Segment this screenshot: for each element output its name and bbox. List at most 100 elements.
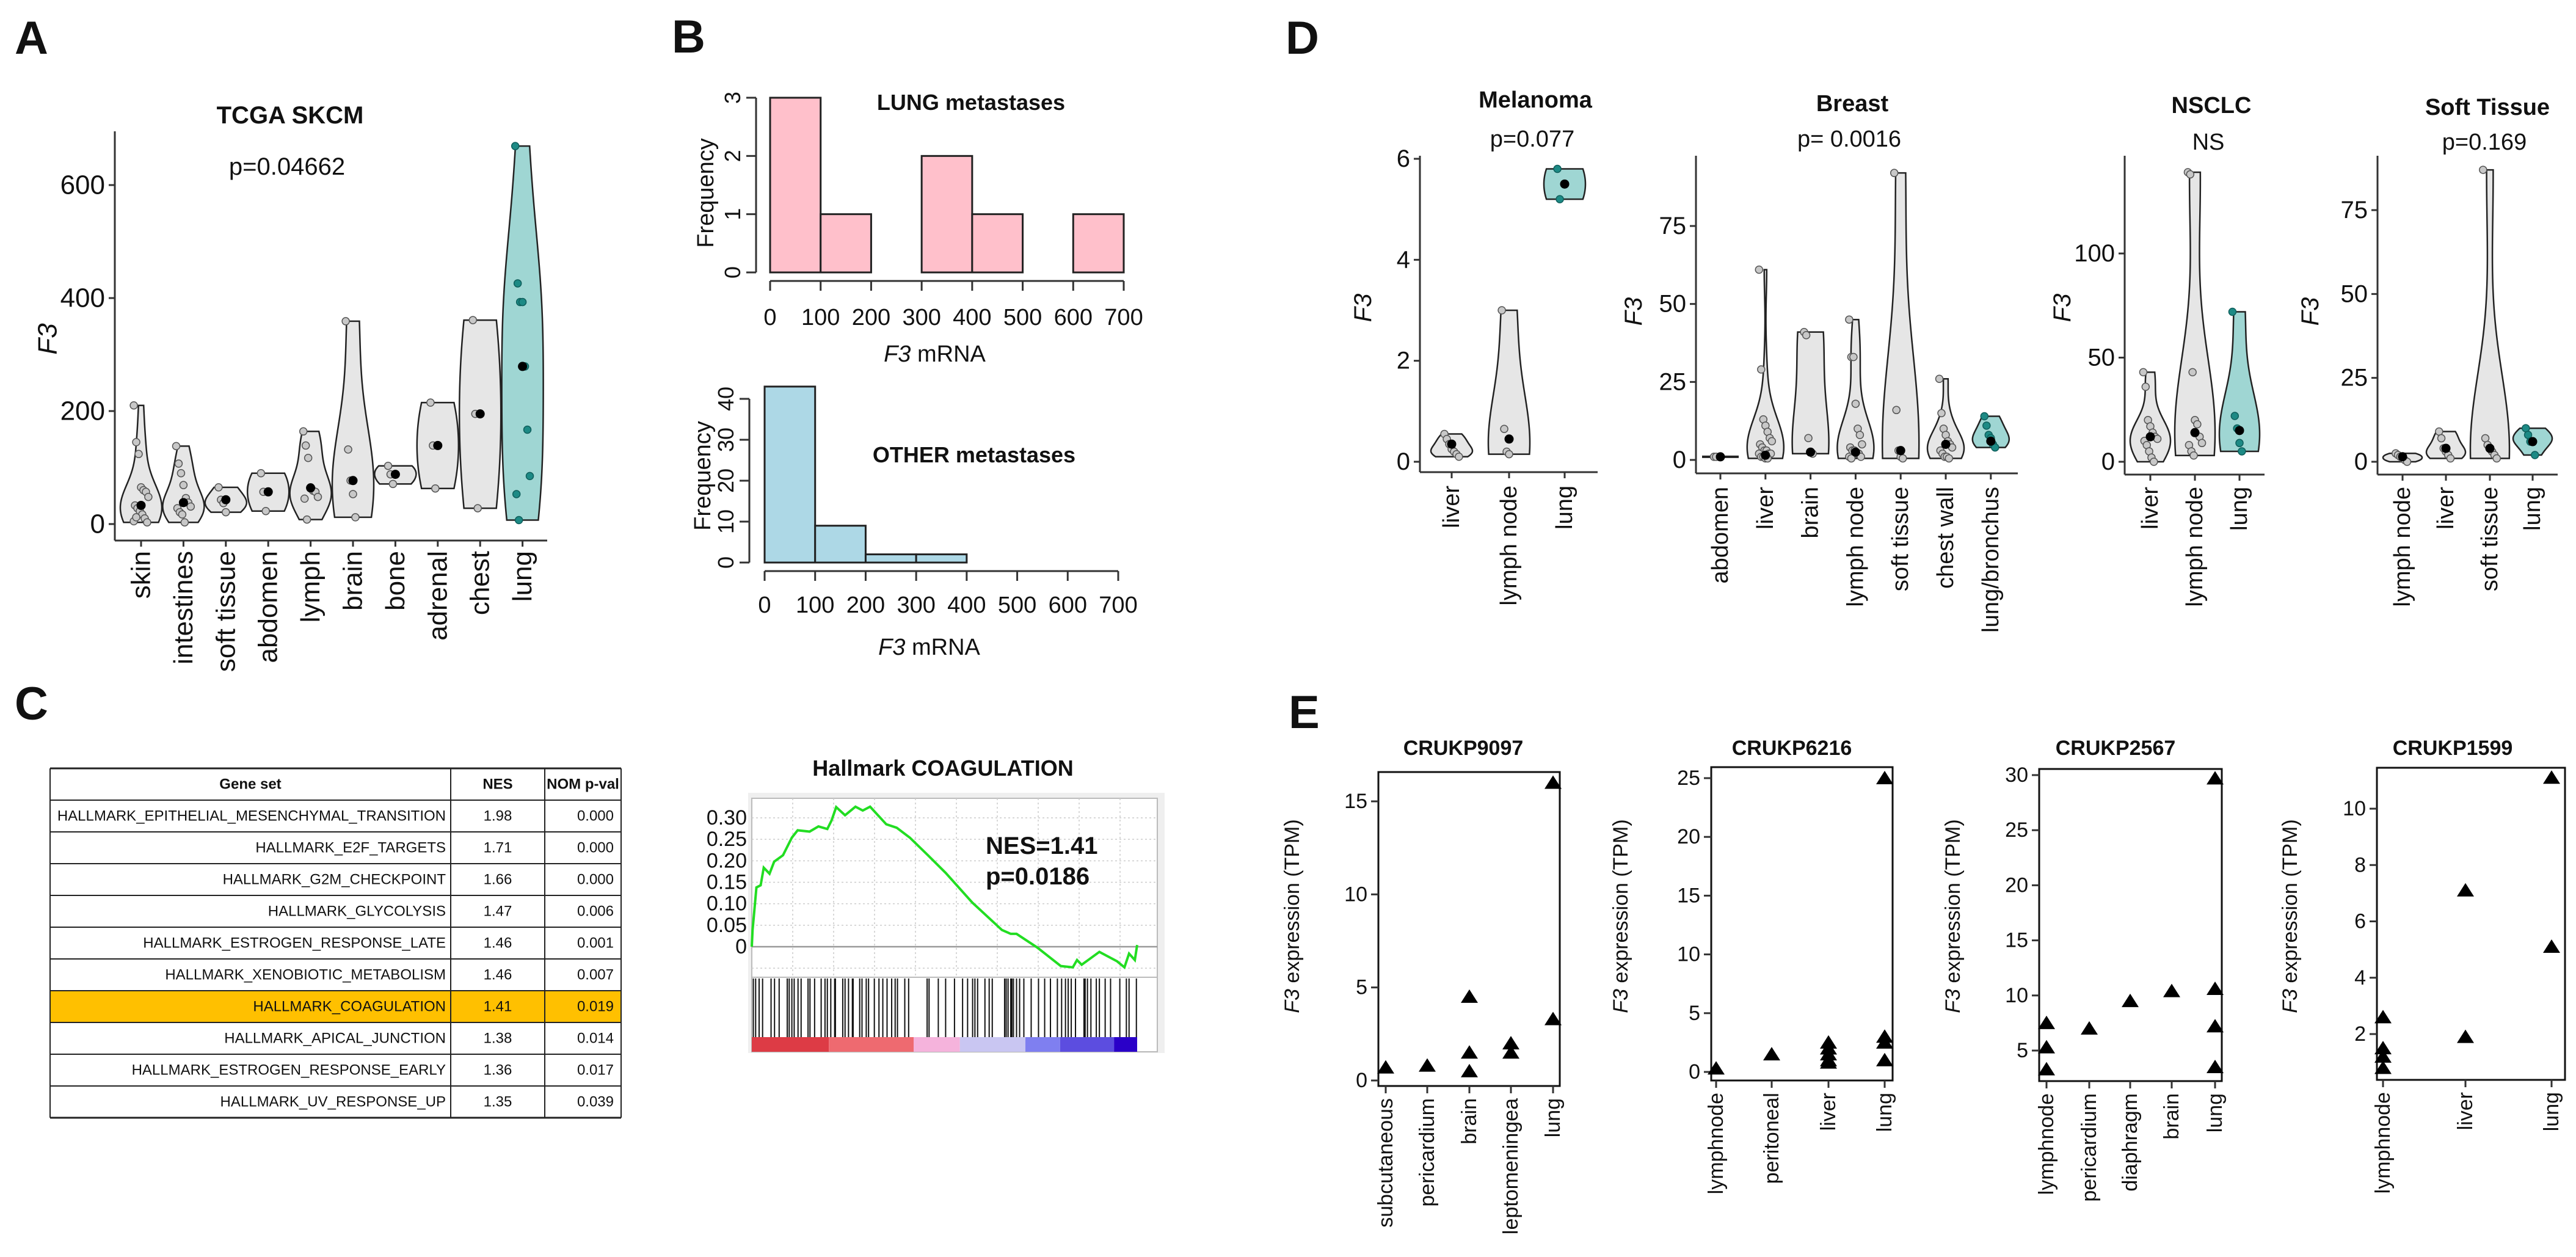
- data-point: [513, 279, 522, 288]
- data-point: [1767, 437, 1777, 446]
- triangle-data-point: [1708, 1061, 1725, 1075]
- violin-group: liver: [1746, 265, 1785, 530]
- scatter-group: leptomeningea: [1499, 1036, 1523, 1234]
- scatter-group: brain: [2160, 983, 2183, 1140]
- p-value-annotation: p=0.077: [1490, 126, 1574, 152]
- data-point: [518, 297, 527, 307]
- y-tick-label: 50: [2088, 344, 2116, 371]
- D-soft-tissue-violin-chart: 0 25 50 75 Soft Tissue p=0.169 F3 lymph node liv…: [2297, 95, 2558, 607]
- x-tick-label: lung: [2520, 487, 2545, 531]
- violin-group: lung/bronchus: [1971, 412, 2010, 633]
- data-point: [1757, 365, 1766, 374]
- x-axis-label-gene: F3: [878, 635, 905, 660]
- x-tick-label: 0: [763, 305, 776, 330]
- rank-color-segment: [1114, 1037, 1137, 1052]
- violin-group: intestines: [162, 442, 205, 665]
- x-axis-label-unit: mRNA: [905, 635, 980, 660]
- x-tick-label: liver: [1753, 487, 1778, 530]
- median-point: [2398, 452, 2407, 462]
- data-point: [2446, 454, 2455, 463]
- data-point: [1804, 434, 1813, 443]
- triangle-data-point: [2038, 1015, 2055, 1029]
- x-tick-label: 700: [1099, 592, 1137, 618]
- median-point: [1447, 439, 1457, 449]
- data-point: [1898, 454, 1907, 463]
- histogram-bar: [971, 213, 1024, 274]
- chart-title: CRUKP6216: [1732, 737, 1852, 760]
- table-row: HALLMARK_COAGULATION 1.41 0.019: [253, 999, 614, 1015]
- median-point: [2485, 443, 2495, 453]
- y-axis-label-gene: F3: [1609, 989, 1632, 1013]
- y-tick-label: 15: [2005, 929, 2028, 952]
- data-point: [2230, 412, 2239, 420]
- nes-cell: 1.36: [484, 1062, 512, 1079]
- y-tick-label: 0: [1397, 448, 1410, 475]
- x-tick-label: brain: [2160, 1093, 2183, 1140]
- y-tick-label: 10: [1677, 943, 1700, 966]
- x-tick-label: lung: [1552, 486, 1577, 530]
- median-point: [2145, 432, 2155, 442]
- violin-group: lymph node: [2174, 168, 2216, 607]
- gene-set-cell: HALLMARK_APICAL_JUNCTION: [224, 1030, 446, 1047]
- violin-group: skin: [119, 401, 163, 599]
- x-tick-label: peritoneal: [1760, 1093, 1783, 1184]
- y-tick-label: 75: [2341, 197, 2368, 224]
- violin: [1791, 331, 1830, 455]
- x-tick-label: lymphnode: [1705, 1093, 1728, 1194]
- triangle-data-point: [2207, 981, 2224, 995]
- gene-set-cell: HALLMARK_G2M_CHECKPOINT: [223, 872, 446, 888]
- data-point: [2481, 434, 2490, 443]
- pval-cell: 0.000: [577, 840, 614, 856]
- triangle-data-point: [1545, 1011, 1562, 1026]
- x-tick-label: lung/bronchus: [1978, 487, 2004, 633]
- median-point: [475, 409, 485, 419]
- x-tick-label: lung: [2540, 1092, 2563, 1131]
- y-axis-label-gene: F3: [1281, 989, 1304, 1013]
- x-tick-label: leptomeningea: [1499, 1098, 1523, 1234]
- data-point: [1849, 352, 1858, 362]
- triangle-data-point: [1461, 1045, 1478, 1059]
- violin-group: chest wall: [1926, 374, 1965, 589]
- y-tick-label: 10: [2005, 984, 2028, 1007]
- E-CRUKP2567-scatter-chart: 5 10 15 20 25 30 CRUKP2567 F3 expression (TPM) l…: [1941, 737, 2227, 1202]
- median-point: [2235, 426, 2244, 435]
- data-point: [1755, 265, 1764, 274]
- median-point: [1941, 439, 1951, 449]
- violin-group: liver: [1430, 429, 1474, 528]
- y-tick-label: 5: [1356, 976, 1367, 999]
- y-tick-label: 30: [2005, 763, 2028, 787]
- x-tick-label: lymph node: [1843, 487, 1868, 607]
- data-point: [431, 484, 440, 493]
- data-point: [384, 461, 393, 470]
- triangle-data-point: [1763, 1047, 1780, 1061]
- data-point: [1855, 431, 1865, 439]
- triangle-data-point: [2543, 770, 2560, 784]
- gene-set-cell: HALLMARK_COAGULATION: [253, 999, 446, 1015]
- data-point: [2193, 420, 2202, 429]
- triangle-data-point: [1876, 771, 1893, 784]
- x-tick-label: liver: [1817, 1093, 1840, 1131]
- table-row: HALLMARK_UV_RESPONSE_UP 1.35 0.039: [220, 1094, 614, 1110]
- y-tick-label: 25: [2341, 365, 2368, 392]
- x-tick-label: 400: [953, 305, 991, 330]
- data-point: [426, 398, 435, 407]
- x-tick-label: abdomen: [1708, 487, 1733, 583]
- x-tick-label: lymph node: [2182, 487, 2208, 607]
- table-header: NOM p-val: [547, 776, 619, 793]
- x-tick-label: intestines: [169, 551, 198, 665]
- y-tick-label: 10: [2343, 797, 2366, 820]
- y-tick-label: 50: [1659, 291, 1687, 318]
- median-point: [1504, 434, 1514, 444]
- scatter-group: liver: [2454, 883, 2477, 1130]
- rank-color-segment: [1060, 1037, 1115, 1052]
- y-tick-label: 0: [1356, 1069, 1367, 1092]
- x-tick-label: soft tissue: [1888, 487, 1913, 591]
- data-point: [525, 472, 534, 481]
- x-tick-label: 100: [796, 592, 834, 618]
- triangle-data-point: [1502, 1036, 1519, 1050]
- pval-cell: 0.000: [577, 808, 614, 825]
- histogram-bar: [1072, 213, 1125, 274]
- x-axis-label-unit: mRNA: [911, 341, 986, 367]
- chart-title: CRUKP1599: [2393, 737, 2513, 760]
- violin-group: soft tissue: [1881, 169, 1920, 591]
